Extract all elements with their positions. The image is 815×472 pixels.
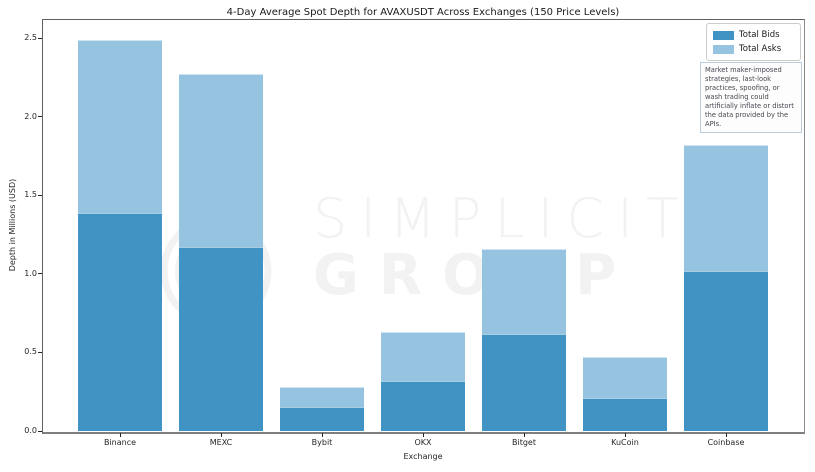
legend-swatch-bids (713, 30, 734, 40)
legend-swatch-asks (713, 44, 734, 54)
bar-segment-okx-total-bids (381, 380, 465, 431)
bar-segment-okx-total-asks (381, 332, 465, 381)
y-tick-mark (38, 194, 42, 196)
x-tick-mark (221, 433, 222, 437)
x-tick-label-bitget: Bitget (512, 438, 536, 447)
bar-segment-bybit-total-bids (280, 407, 364, 431)
chart-title: 4-Day Average Spot Depth for AVAXUSDT Ac… (226, 7, 620, 18)
plot-area: SIMPLICITY GROUP (42, 19, 805, 434)
bar-segment-kucoin-total-bids (583, 398, 667, 431)
x-tick-mark (625, 433, 626, 437)
y-tick-label: 1.5 (24, 190, 37, 200)
y-tick-mark (38, 351, 42, 353)
legend: Total Bids Total Asks (706, 23, 801, 61)
x-axis-label: Exchange (403, 452, 443, 461)
x-tick-label-coinbase: Coinbase (707, 438, 745, 447)
bar-segment-mexc-total-bids (179, 247, 263, 431)
x-tick-mark (120, 433, 121, 437)
bar-segment-bitget-total-asks (482, 248, 566, 334)
x-tick-label-okx: OKX (414, 438, 432, 447)
watermark-text-line1: SIMPLICITY (313, 187, 738, 250)
legend-item-total-asks: Total Asks (713, 42, 794, 56)
bar-segment-binance-total-bids (78, 212, 162, 431)
y-tick-mark (38, 273, 42, 275)
y-tick-label: 1.0 (24, 268, 37, 278)
y-axis-label: Depth in Millions (USD) (8, 178, 17, 272)
legend-item-total-bids: Total Bids (713, 28, 794, 42)
bar-segment-coinbase-total-asks (684, 145, 768, 271)
x-tick-mark (322, 433, 323, 437)
y-tick-label: 2.5 (24, 33, 37, 43)
legend-label-asks: Total Asks (739, 44, 782, 54)
y-tick-mark (38, 37, 42, 39)
y-tick-label: 0.0 (24, 426, 37, 435)
bars-container (43, 20, 804, 432)
x-tick-mark (524, 433, 525, 437)
legend-label-bids: Total Bids (739, 30, 780, 40)
y-tick-label: 2.0 (24, 111, 37, 121)
y-tick-label: 0.5 (24, 347, 37, 357)
bar-segment-bybit-total-asks (280, 387, 364, 408)
annotation-text: Market maker-imposed strategies, last-lo… (705, 66, 794, 129)
x-tick-mark (423, 433, 424, 437)
bar-segment-binance-total-asks (78, 39, 162, 213)
x-tick-label-mexc: MEXC (209, 438, 233, 447)
y-tick-mark (38, 430, 42, 432)
bar-segment-mexc-total-asks (179, 74, 263, 248)
x-tick-label-kucoin: KuCoin (611, 438, 639, 447)
y-tick-mark (38, 116, 42, 118)
x-tick-mark (726, 433, 727, 437)
x-tick-label-binance: Binance (103, 438, 137, 447)
bar-segment-coinbase-total-bids (684, 270, 768, 431)
bar-segment-bitget-total-bids (482, 333, 566, 431)
x-tick-label-bybit: Bybit (311, 438, 333, 447)
bar-segment-kucoin-total-asks (583, 357, 667, 398)
annotation-box: Market maker-imposed strategies, last-lo… (700, 62, 802, 134)
